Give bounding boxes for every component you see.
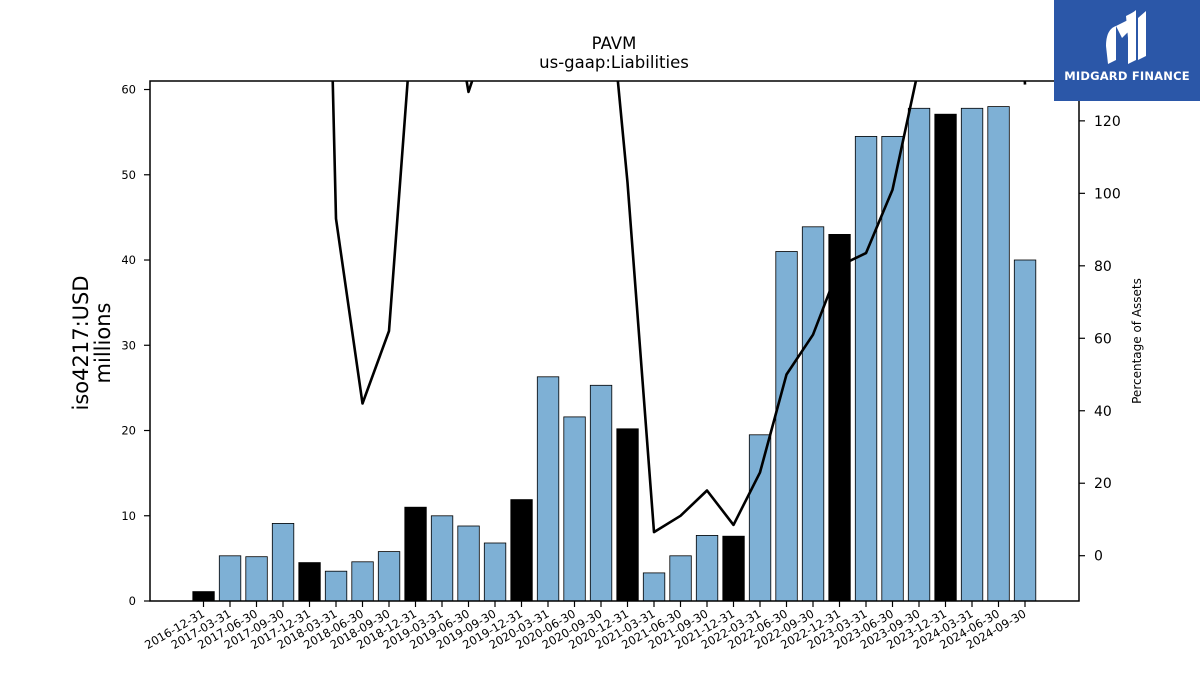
bar: [722, 535, 745, 601]
right-axis: 0 20 40 60 80 100 120: [1079, 114, 1121, 565]
brand-logo: MIDGARD FINANCE: [1054, 0, 1200, 101]
bar: [934, 113, 957, 601]
y2-tick-label: 0: [1094, 549, 1103, 565]
plot-frame: [149, 80, 1080, 602]
bar: [324, 570, 348, 601]
chart-subtitle: us-gaap:Liabilities: [539, 53, 689, 72]
y2-tick-label: 120: [1094, 114, 1121, 130]
bar: [642, 572, 666, 601]
brand-name: MIDGARD FINANCE: [1064, 69, 1190, 83]
bar: [483, 542, 507, 601]
y2-axis-label: Percentage of Assets: [1130, 278, 1144, 404]
y-tick-label: 60: [121, 83, 136, 97]
bar: [695, 535, 719, 601]
bar: [748, 434, 772, 601]
bar: [881, 135, 904, 601]
bar: [775, 251, 798, 601]
bar: [457, 525, 480, 601]
bar: [510, 499, 533, 601]
y-tick-label: 50: [121, 168, 136, 182]
y-axis-label: iso4217:USDmillions: [69, 275, 115, 410]
y-tick-label: 40: [121, 253, 136, 267]
bar: [245, 556, 268, 601]
bar: [854, 135, 878, 601]
y2-tick-label: 80: [1094, 259, 1112, 275]
bar: [218, 555, 242, 601]
bar: [907, 107, 931, 601]
y2-tick-label: 40: [1094, 404, 1112, 420]
y-tick-label: 0: [129, 594, 136, 608]
bar-series: [192, 106, 1037, 601]
y-tick-label: 10: [121, 509, 136, 523]
bar: [589, 384, 613, 601]
bar: [563, 416, 586, 601]
y2-tick-label: 60: [1094, 331, 1112, 347]
x-axis: 2016-12-312017-03-312017-06-302017-09-30…: [142, 601, 1029, 652]
bar: [1013, 259, 1037, 601]
bar: [987, 106, 1010, 601]
bar: [192, 591, 215, 601]
y-tick-label: 20: [121, 424, 136, 438]
bar: [616, 428, 639, 601]
bar: [960, 107, 984, 601]
bar: [298, 562, 321, 601]
y-axis-label-line: millions: [91, 303, 115, 384]
bar: [536, 376, 560, 601]
bar: [351, 561, 374, 601]
left-axis: 0 10 20 30 40 50 60: [121, 83, 150, 608]
bar: [404, 506, 427, 601]
midgard-logo-icon: [1106, 10, 1146, 64]
bar: [801, 226, 825, 601]
bar: [828, 233, 851, 601]
bar: [271, 523, 295, 601]
chart-title: PAVM: [592, 34, 637, 53]
bar: [377, 551, 401, 601]
y-tick-label: 30: [121, 338, 136, 352]
y2-tick-label: 100: [1094, 186, 1121, 202]
bar: [669, 555, 692, 601]
y-axis-label-line: iso4217:USD: [69, 275, 93, 410]
percentage-line: [331, 81, 1027, 534]
line-series: [331, 81, 1027, 534]
bar: [430, 515, 454, 601]
y2-tick-label: 20: [1094, 476, 1112, 492]
